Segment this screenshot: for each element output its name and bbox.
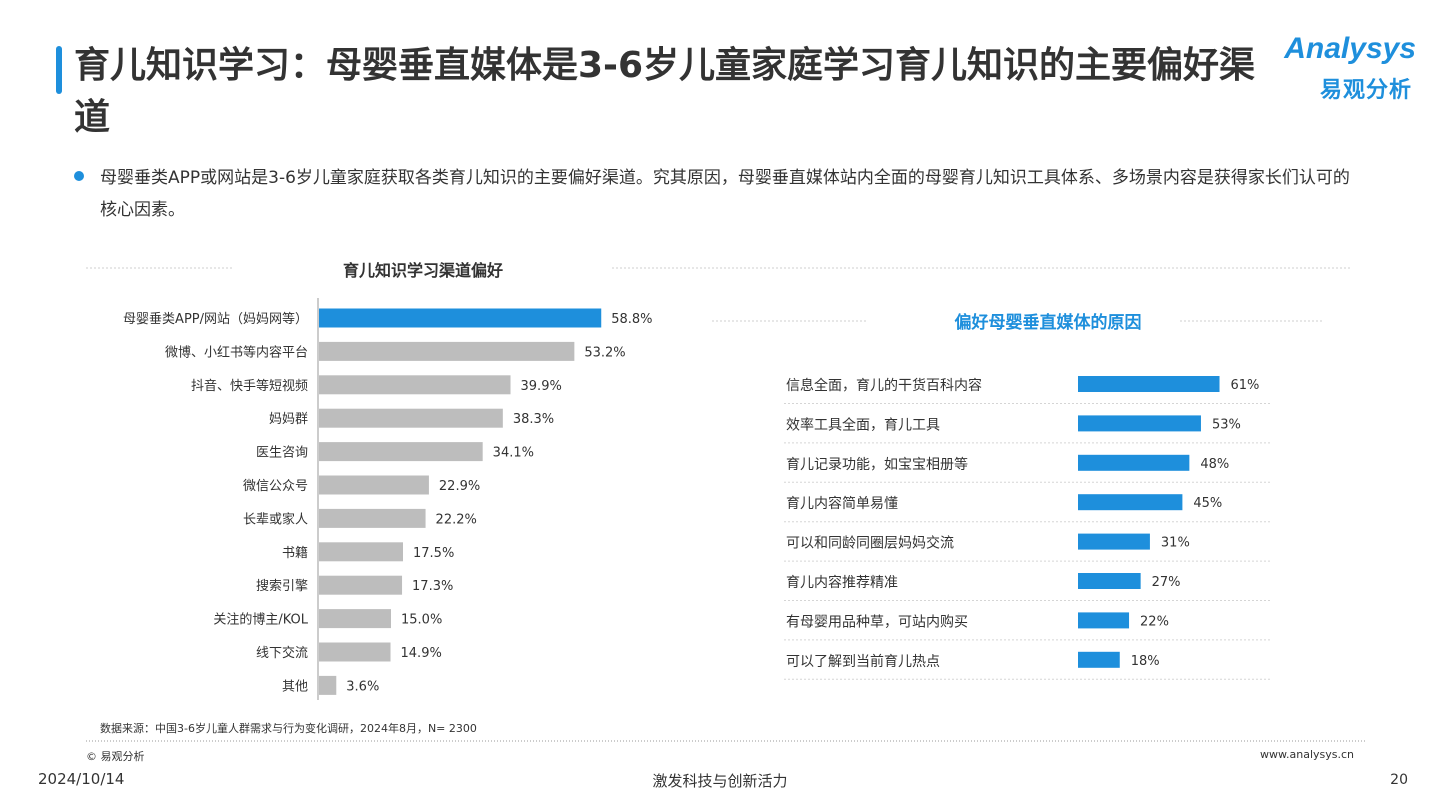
data-source: 数据来源：中国3-6岁儿童人群需求与行为变化调研，2024年8月，N= 2300: [100, 722, 477, 735]
chart1-category-label: 线下交流: [256, 645, 308, 661]
bullet-dot-icon: [74, 171, 84, 181]
chart1-bar: [319, 542, 403, 562]
chart1-category-label: 书籍: [282, 545, 308, 561]
chart1-value-label: 58.8%: [611, 312, 652, 327]
chart2-value-label: 31%: [1161, 536, 1190, 551]
chart2-category-label: 信息全面，育儿的干货百科内容: [786, 377, 982, 394]
chart1-bar: [319, 308, 602, 328]
chart1-bar: [319, 475, 429, 495]
chart1-bar: [319, 442, 483, 462]
chart2-bar: [1078, 533, 1150, 550]
chart1-value-label: 22.2%: [436, 512, 477, 527]
chart2-category-label: 效率工具全面，育儿工具: [786, 416, 940, 433]
chart2-value-label: 18%: [1131, 654, 1160, 669]
chart1-value-label: 53.2%: [584, 345, 625, 360]
chart2-title: 偏好母婴垂直媒体的原因: [955, 312, 1142, 333]
chart2-bar: [1078, 612, 1130, 629]
chart1-value-label: 34.1%: [493, 446, 534, 461]
chart1-category-label: 关注的博主/KOL: [213, 612, 308, 628]
chart1-bar: [319, 675, 337, 695]
chart2-bar: [1078, 573, 1141, 589]
chart2-bar: [1078, 494, 1183, 511]
footer-divider: [86, 740, 1366, 742]
chart1-category-label: 微信公众号: [243, 479, 308, 494]
report-date: 2024/10/14: [38, 770, 125, 788]
chart2-value-label: 53%: [1212, 417, 1241, 432]
chart2-category-label: 育儿内容推荐精准: [786, 574, 898, 591]
title-accent-bar: [56, 46, 62, 94]
chart1-value-label: 14.9%: [401, 646, 442, 661]
analysys-logo: Analysys 易观分析: [1276, 32, 1416, 103]
chart1-title: 育儿知识学习渠道偏好: [343, 261, 503, 280]
chart1-bar: [319, 341, 575, 361]
chart1-bar: [319, 609, 391, 629]
chart1-bar: [319, 575, 403, 595]
page-number: 20: [1390, 772, 1408, 788]
chart1-category-label: 妈妈群: [269, 412, 308, 427]
chart2-category-label: 可以和同龄同圈层妈妈交流: [786, 535, 954, 552]
chart1-value-label: 38.3%: [513, 412, 554, 427]
chart2-value-label: 27%: [1152, 575, 1181, 590]
chart2-bar: [1078, 454, 1190, 471]
chart1-value-label: 17.3%: [412, 579, 453, 594]
chart2-category-label: 可以了解到当前育儿热点: [786, 653, 940, 670]
chart1-value-label: 3.6%: [346, 679, 379, 694]
logo-text-en: Analysys: [1284, 32, 1416, 65]
chart1-bar: [319, 642, 391, 662]
chart2-value-label: 45%: [1193, 496, 1222, 511]
page-title: 育儿知识学习：母婴垂直媒体是3-6岁儿童家庭学习育儿知识的主要偏好渠道: [74, 45, 1256, 138]
chart2-bar: [1078, 415, 1201, 432]
chart2-bar: [1078, 651, 1120, 668]
chart1-value-label: 22.9%: [439, 479, 480, 494]
chart1-bar: [319, 375, 511, 395]
chart1-bars: 母婴垂类APP/网站（妈妈网等） 58.8% 微博、小红书等内容平台 53.2% 抖音、…: [123, 308, 653, 695]
chart2-value-label: 22%: [1140, 614, 1169, 629]
chart1-value-label: 17.5%: [413, 546, 454, 561]
chart1-category-label: 医生咨询: [256, 446, 308, 461]
chart1-category-label: 其他: [282, 679, 308, 694]
chart2-category-label: 有母婴用品种草，可站内购买: [786, 614, 968, 630]
chart2-bars: 信息全面，育儿的干货百科内容 61% 效率工具全面，育儿工具 53% 育儿记录功能，如宝…: [784, 376, 1270, 680]
chart2-category-label: 育儿记录功能，如宝宝相册等: [786, 456, 968, 473]
chart1-category-label: 搜索引擎: [256, 579, 308, 594]
chart2-bar: [1078, 376, 1220, 392]
chart1-category-label: 母婴垂类APP/网站（妈妈网等）: [123, 311, 308, 327]
slogan: 激发科技与创新活力: [652, 772, 788, 790]
copyright: © 易观分析: [86, 750, 145, 763]
chart2-category-label: 育儿内容简单易懂: [786, 495, 898, 512]
chart1-category-label: 长辈或家人: [243, 511, 308, 527]
chart1-category-label: 微博、小红书等内容平台: [165, 344, 308, 360]
chart1-bar: [319, 508, 426, 528]
summary-text: 母婴垂类APP或网站是3-6岁儿童家庭获取各类育儿知识的主要偏好渠道。究其原因，…: [100, 168, 1350, 220]
chart2-value-label: 48%: [1200, 457, 1229, 472]
chart1-value-label: 39.9%: [521, 379, 562, 394]
logo-text-cn: 易观分析: [1319, 78, 1412, 103]
chart1-bar: [319, 408, 503, 428]
chart1-category-label: 抖音、快手等短视频: [191, 378, 308, 394]
chart1-value-label: 15.0%: [401, 613, 442, 628]
chart2-value-label: 61%: [1231, 378, 1260, 393]
website-url: www.analysys.cn: [1260, 748, 1354, 761]
